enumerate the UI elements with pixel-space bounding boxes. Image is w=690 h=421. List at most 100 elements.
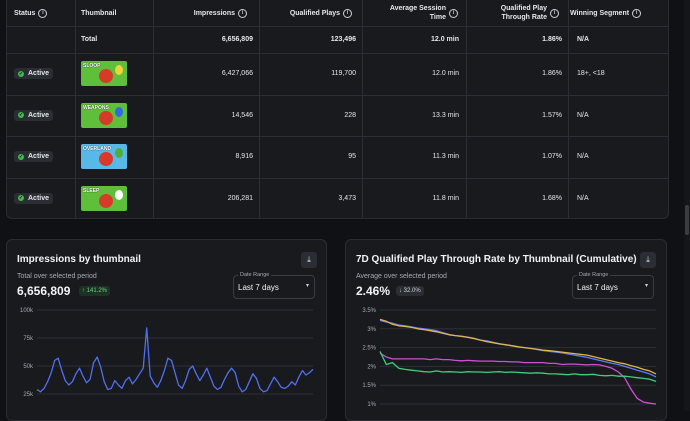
- status-cell: ✓ Active: [14, 53, 54, 95]
- qptr-cell: 1.86%: [542, 70, 562, 78]
- y-tick-label: 3.5%: [362, 308, 376, 314]
- info-icon[interactable]: i: [343, 8, 352, 18]
- status-text: Active: [28, 70, 50, 78]
- col-status-label: Status: [14, 9, 36, 17]
- col-qualified-plays-header[interactable]: Qualified Plays i: [257, 0, 352, 26]
- delta-badge: ↑ 141.2%: [79, 286, 111, 296]
- total-qptr: 1.86%: [542, 36, 562, 43]
- info-icon[interactable]: i: [238, 8, 247, 18]
- status-cell: ✓ Active: [14, 95, 54, 137]
- avg-session-cell: 11.8 min: [432, 194, 459, 202]
- col-qptr-header[interactable]: Qualified Play Through Rate i: [467, 0, 559, 26]
- status-badge[interactable]: ✓ Active: [14, 68, 54, 80]
- y-tick-label: 25k: [23, 392, 34, 398]
- table-row[interactable]: ✓ Active SLEEP 206,281 3,473 11.8 min 1.68% N/A: [7, 178, 668, 219]
- series-line[interactable]: [379, 318, 657, 375]
- col-status-header[interactable]: Status i: [14, 0, 48, 26]
- info-icon[interactable]: i: [550, 8, 559, 18]
- download-icon[interactable]: ⤓: [640, 252, 656, 268]
- winning-segment-cell: N/A: [577, 194, 589, 202]
- status-badge[interactable]: ✓ Active: [14, 109, 54, 121]
- y-tick-label: 1%: [367, 402, 376, 408]
- download-icon[interactable]: ⤓: [301, 252, 317, 268]
- impressions-cell: 8,916: [235, 153, 253, 161]
- total-avg-session: 12.0 min: [430, 36, 459, 43]
- check-circle-icon: ✓: [18, 195, 24, 202]
- avg-session-cell: 11.3 min: [432, 153, 459, 161]
- col-winning-label: Winning Segment: [570, 9, 630, 17]
- status-cell: ✓ Active: [14, 136, 54, 178]
- col-qptr-label-2: Through Rate: [501, 14, 548, 21]
- impressions-cell: 6,427,066: [221, 70, 253, 78]
- impressions-cell: 206,281: [227, 194, 253, 202]
- thumbnail-cell: SLEEP: [81, 178, 127, 219]
- date-range-label: Date Range: [238, 272, 272, 278]
- delta-badge: ↓ 32.0%: [396, 286, 424, 296]
- column-divider: [466, 0, 467, 218]
- panel-title: 7D Qualified Play Through Rate by Thumbn…: [356, 254, 637, 265]
- table-total-row: Total 6,656,809 123,496 12.0 min 1.86% N…: [7, 26, 668, 54]
- y-tick-label: 3%: [367, 327, 376, 333]
- thumbnail-image[interactable]: WEAPONS: [81, 102, 127, 128]
- col-winning-header[interactable]: Winning Segment i: [570, 0, 642, 26]
- info-icon[interactable]: i: [632, 8, 642, 18]
- table-row[interactable]: ✓ Active SLOOP 6,427,066 119,700 12.0 min 1.86…: [7, 53, 668, 96]
- date-range-select[interactable]: Date Range Last 7 days ▾: [233, 272, 315, 299]
- qualified-plays-cell: 3,473: [338, 194, 356, 202]
- y-tick-label: 2.5%: [362, 346, 376, 352]
- thumbnail-cell: SLOOP: [81, 53, 127, 95]
- date-range-select[interactable]: Date Range Last 7 days ▾: [572, 272, 654, 299]
- thumbnail-results-table: Status i Thumbnail Impressions i Qualifi…: [6, 0, 669, 219]
- chevron-down-icon: ▾: [305, 283, 309, 289]
- panel-average-value: 2.46%: [356, 284, 391, 298]
- scrollbar-thumb[interactable]: [685, 205, 689, 235]
- qualified-plays-cell: 119,700: [331, 70, 356, 78]
- thumbnail-image[interactable]: OVERLAND: [81, 144, 127, 170]
- check-circle-icon: ✓: [18, 70, 24, 77]
- thumbnail-caption: SLEEP: [83, 187, 100, 194]
- total-qualified-plays: 123,496: [330, 36, 356, 43]
- status-text: Active: [28, 194, 50, 202]
- thumbnail-image[interactable]: SLOOP: [81, 61, 127, 87]
- date-range-value: Last 7 days: [238, 283, 279, 292]
- avg-session-cell: 13.3 min: [432, 111, 459, 119]
- info-icon[interactable]: i: [449, 8, 458, 18]
- y-tick-label: 1.5%: [362, 383, 376, 389]
- column-divider: [259, 0, 260, 218]
- info-icon[interactable]: i: [38, 8, 48, 18]
- total-winning: N/A: [577, 36, 590, 43]
- col-avg-session-header[interactable]: Average Session Time i: [362, 0, 458, 26]
- thumbnail-image[interactable]: SLEEP: [81, 185, 127, 211]
- table-row[interactable]: ✓ Active OVERLAND 8,916 95 11.3 min 1.07% N/A: [7, 136, 668, 179]
- qptr-cell: 1.68%: [542, 194, 562, 202]
- status-text: Active: [28, 111, 50, 119]
- panel-subtitle: Average over selected period: [356, 273, 447, 280]
- col-qualified-plays-label: Qualified Plays: [289, 9, 340, 17]
- impressions-cell: 14,546: [231, 111, 253, 119]
- winning-segment-cell: N/A: [577, 111, 589, 119]
- col-avg-session-label-2: Time: [429, 14, 446, 21]
- y-tick-label: 50k: [23, 364, 34, 370]
- table-row[interactable]: ✓ Active WEAPONS 14,546 228 13.3 min 1.57% N/A: [7, 95, 668, 137]
- y-tick-label: 2%: [367, 364, 376, 370]
- thumbnail-caption: SLOOP: [83, 63, 101, 70]
- total-impressions: 6,656,809: [221, 36, 253, 43]
- column-divider: [568, 0, 569, 218]
- thumbnail-cell: WEAPONS: [81, 95, 127, 137]
- date-range-value: Last 7 days: [577, 283, 618, 292]
- qptr-cell: 1.57%: [542, 111, 562, 119]
- panel-subtitle: Total over selected period: [17, 273, 97, 280]
- page-scrollbar[interactable]: [684, 0, 690, 411]
- qualified-plays-cell: 95: [348, 153, 356, 161]
- column-divider: [75, 0, 76, 218]
- qptr-line-chart: 3.5% 3% 2.5% 2% 1.5% 1%: [362, 308, 657, 408]
- series-line[interactable]: [36, 327, 314, 393]
- column-divider: [153, 0, 154, 218]
- check-circle-icon: ✓: [18, 112, 24, 119]
- col-impressions-header[interactable]: Impressions i: [157, 0, 247, 26]
- series-line[interactable]: [379, 352, 657, 405]
- status-badge[interactable]: ✓ Active: [14, 151, 54, 163]
- winning-segment-cell: N/A: [577, 153, 589, 161]
- status-badge[interactable]: ✓ Active: [14, 192, 54, 204]
- series-line[interactable]: [379, 351, 657, 383]
